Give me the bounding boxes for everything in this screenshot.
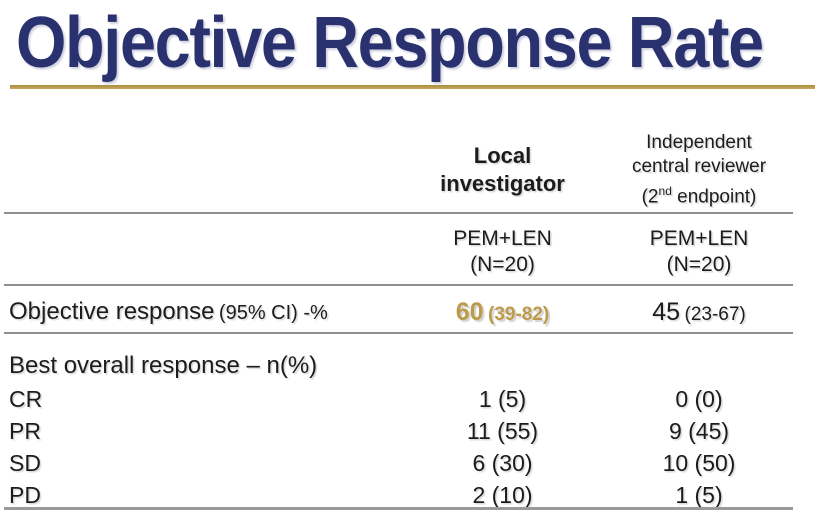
page-title: Objective Response Rate xyxy=(16,3,764,83)
central-arm-n: (N=20) xyxy=(666,253,732,276)
local-arm-n: (N=20) xyxy=(470,253,535,276)
subheader-local-arm: PEM+LEN (N=20) xyxy=(400,226,605,278)
central-arm-name: PEM+LEN xyxy=(649,227,749,250)
central-header-line2: central reviewer xyxy=(631,155,767,177)
table-subheader-row: PEM+LEN (N=20) PEM+LEN (N=20) xyxy=(4,222,793,282)
table-row-pr: PR 11 (55) 9 (45) xyxy=(4,415,793,447)
pr-central-value: 9 (45) xyxy=(668,418,730,444)
local-header-line2: investigator xyxy=(440,171,565,196)
bor-heading-row: Best overall response – n(%) xyxy=(4,350,793,382)
sd-label: SD xyxy=(9,450,41,476)
column-header-central-reviewer: Independent central reviewer (2nd endpoi… xyxy=(605,131,793,209)
pd-central-value: 1 (5) xyxy=(675,482,723,508)
pr-local-value: 11 (55) xyxy=(466,418,539,444)
subheader-central-arm: PEM+LEN (N=20) xyxy=(605,226,793,278)
rule-below-subheaders xyxy=(4,284,793,286)
column-header-local-investigator: Local investigator xyxy=(400,142,605,198)
local-arm-name: PEM+LEN xyxy=(453,227,552,250)
orr-label-ci: (95% CI) -% xyxy=(218,302,328,324)
table-row-sd: SD 6 (30) 10 (50) xyxy=(4,447,793,479)
title-underline xyxy=(10,85,815,89)
orr-local-ci: (39-82) xyxy=(488,303,550,325)
orr-local-value: 60 xyxy=(455,297,484,326)
sd-local-value: 6 (30) xyxy=(472,450,533,476)
orr-central-ci: (23-67) xyxy=(684,303,746,325)
central-header-line3: (2nd endpoint) xyxy=(641,183,757,208)
pd-local-value: 2 (10) xyxy=(472,482,533,508)
table-row-pd: PD 2 (10) 1 (5) xyxy=(4,479,793,511)
rule-below-column-headers xyxy=(4,212,793,214)
table-row-cr: CR 1 (5) 0 (0) xyxy=(4,383,793,415)
central-header-line1: Independent xyxy=(646,131,752,153)
bor-heading: Best overall response – n(%) xyxy=(9,352,318,379)
pd-label: PD xyxy=(9,482,41,508)
superscript-nd: nd xyxy=(658,183,672,198)
orr-local-value-cell: 60 (39-82) xyxy=(400,298,605,327)
orr-row: Objective response (95% CI) -% 60 (39-82… xyxy=(4,294,793,330)
cr-label: CR xyxy=(9,386,43,412)
orr-central-value-cell: 45 (23-67) xyxy=(605,298,793,327)
local-header-line1: Local xyxy=(473,143,532,168)
cr-local-value: 1 (5) xyxy=(478,386,527,412)
orr-row-label: Objective response (95% CI) -% xyxy=(4,298,400,326)
sd-central-value: 10 (50) xyxy=(662,450,736,476)
cr-central-value: 0 (0) xyxy=(675,386,723,412)
orr-label-main: Objective response xyxy=(9,298,215,325)
pr-label: PR xyxy=(9,418,41,444)
rule-table-bottom xyxy=(4,507,793,510)
table-header-row: Local investigator Independent central r… xyxy=(4,128,793,212)
orr-central-value: 45 xyxy=(652,297,681,326)
rule-below-orr xyxy=(4,332,793,334)
